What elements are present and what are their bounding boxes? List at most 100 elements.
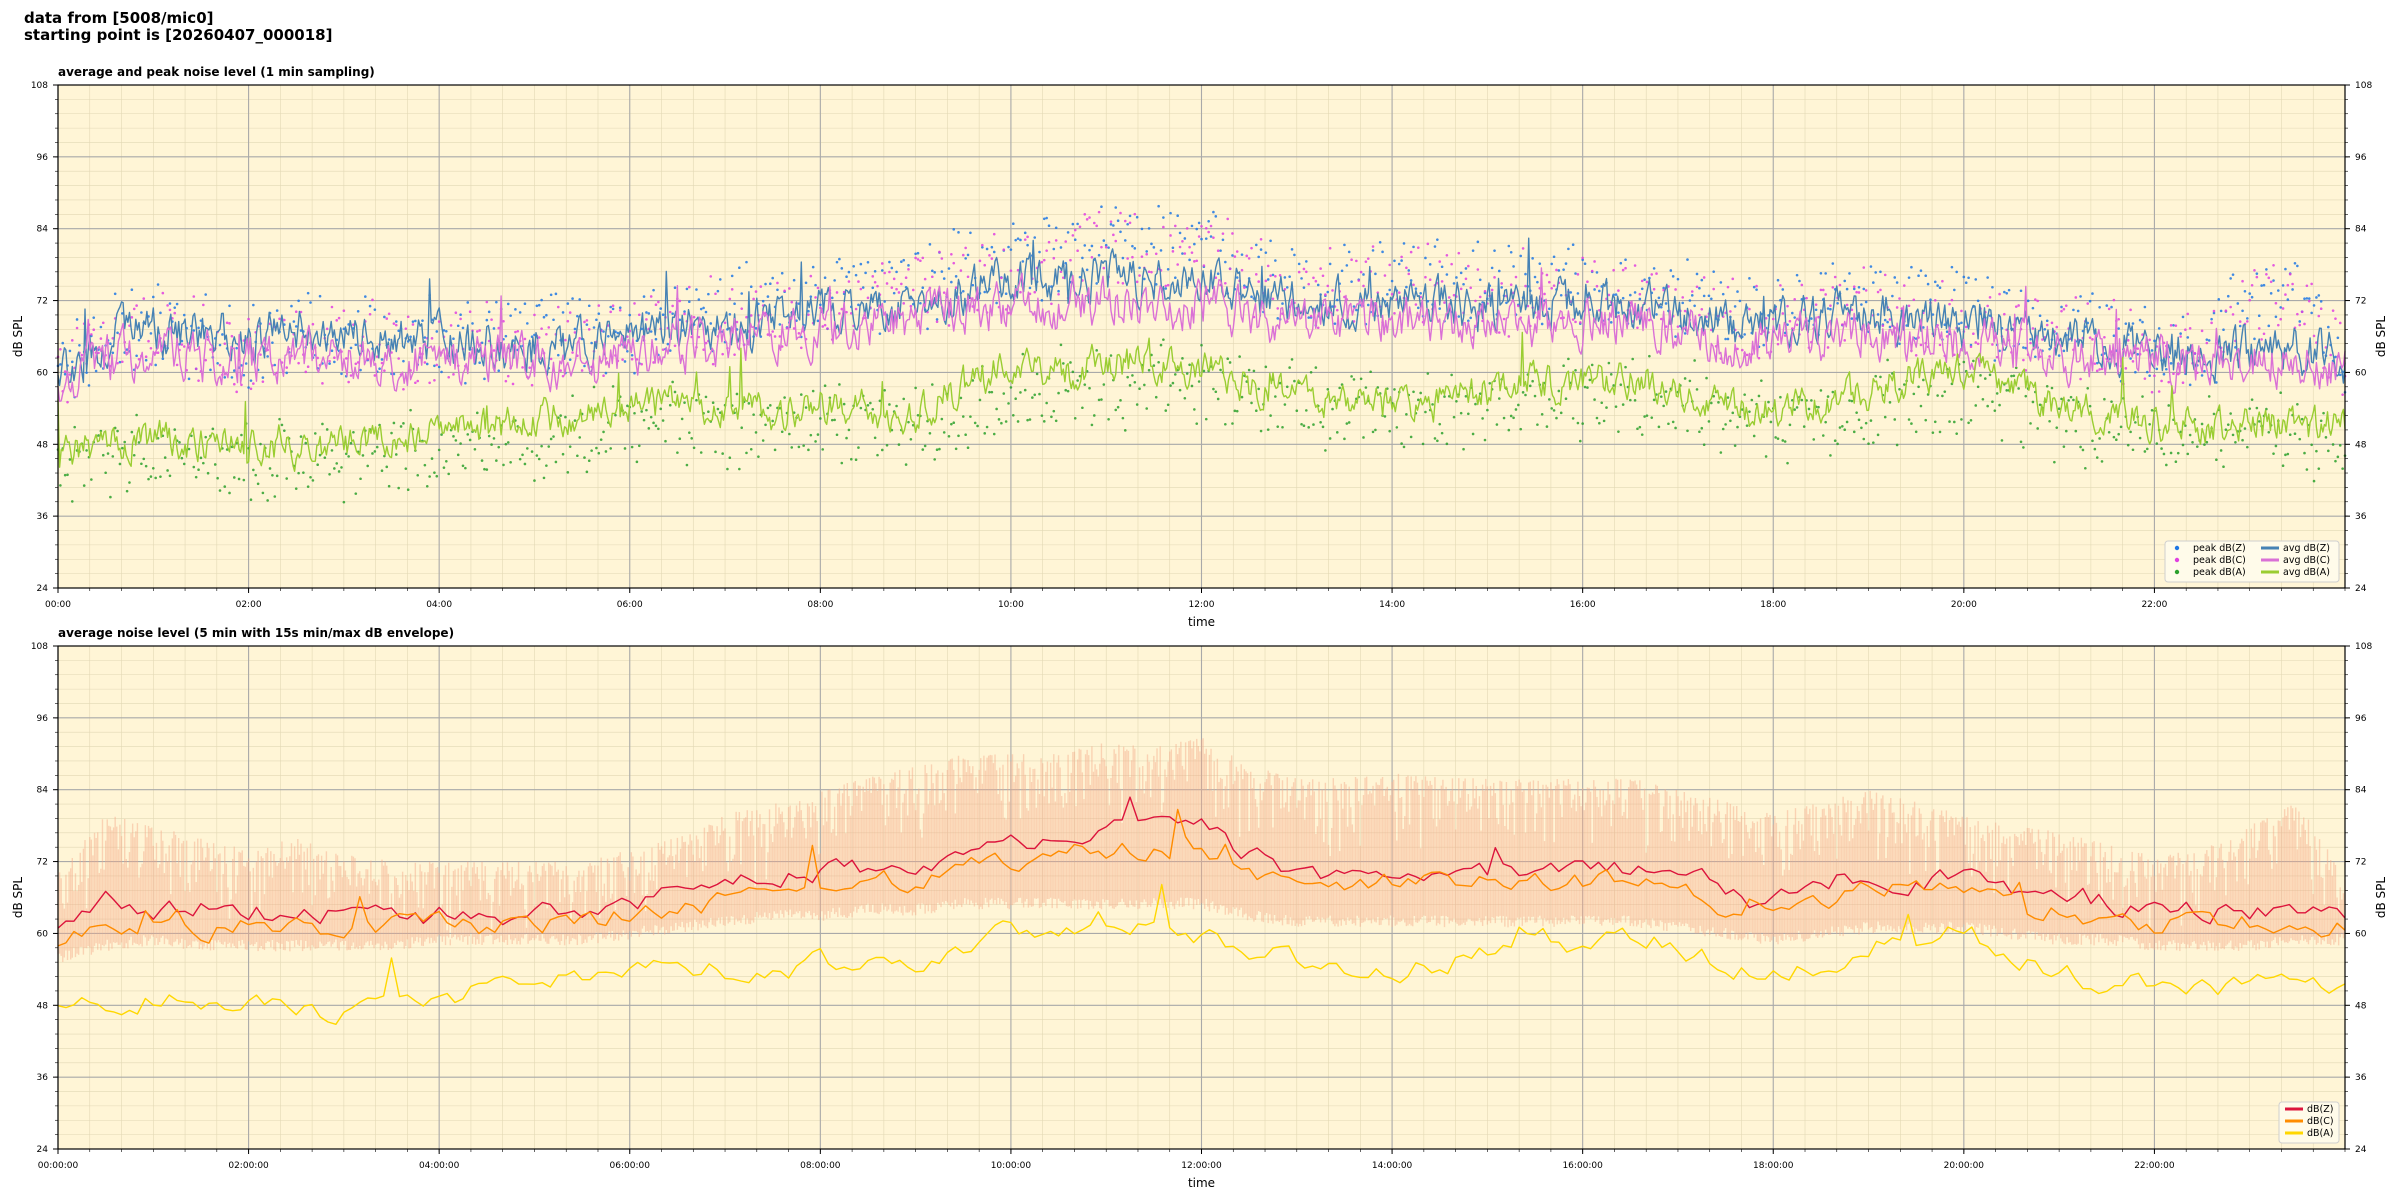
peak-point xyxy=(1995,392,1999,395)
peak-point xyxy=(1171,250,1175,253)
peak-point xyxy=(278,417,281,421)
peak-point xyxy=(1090,423,1094,427)
peak-point xyxy=(2317,467,2321,470)
peak-point xyxy=(1436,439,1439,443)
peak-point xyxy=(1452,293,1456,297)
peak-point xyxy=(1231,232,1234,235)
peak-point xyxy=(640,362,643,366)
peak-point xyxy=(335,462,339,465)
peak-point xyxy=(923,277,927,281)
peak-point xyxy=(2257,314,2261,318)
peak-point xyxy=(392,421,396,425)
peak-point xyxy=(1459,287,1463,291)
peak-point xyxy=(1855,290,1858,294)
peak-point xyxy=(1605,406,1608,409)
peak-point xyxy=(2186,312,2190,316)
peak-point xyxy=(823,384,827,387)
peak-point xyxy=(428,475,431,478)
peak-point xyxy=(707,292,710,296)
peak-point xyxy=(347,380,350,384)
peak-point xyxy=(909,304,913,308)
peak-point xyxy=(2336,336,2340,340)
peak-point xyxy=(1102,266,1106,270)
peak-point xyxy=(1140,255,1144,258)
peak-point xyxy=(657,300,660,304)
peak-point xyxy=(564,415,567,419)
peak-point xyxy=(261,491,265,495)
peak-point xyxy=(333,356,336,360)
peak-point xyxy=(1097,210,1101,214)
peak-point xyxy=(1698,286,1701,290)
peak-point xyxy=(1228,361,1232,364)
peak-point xyxy=(2279,391,2282,394)
peak-point xyxy=(506,302,510,306)
peak-point xyxy=(835,433,839,437)
peak-point xyxy=(795,319,798,322)
peak-point xyxy=(1362,436,1365,439)
peak-point xyxy=(1088,216,1091,219)
peak-point xyxy=(290,304,293,308)
peak-point xyxy=(2105,304,2109,307)
peak-point xyxy=(1000,421,1003,425)
peak-point xyxy=(1176,263,1179,266)
peak-point xyxy=(1850,399,1854,403)
peak-point xyxy=(1128,214,1132,218)
peak-point xyxy=(1590,269,1594,273)
peak-point xyxy=(199,456,203,460)
peak-point xyxy=(2310,282,2313,286)
starting-point-label: starting point is [20260407_000018] xyxy=(24,26,333,44)
peak-point xyxy=(2088,299,2092,303)
peak-point xyxy=(1578,439,1582,443)
peak-point xyxy=(240,433,243,437)
peak-point xyxy=(583,456,586,459)
peak-point xyxy=(461,326,465,330)
peak-point xyxy=(2124,322,2128,325)
peak-point xyxy=(502,319,505,323)
peak-point xyxy=(425,484,429,488)
peak-point xyxy=(2003,312,2006,316)
peak-point xyxy=(1598,421,1601,425)
peak-point xyxy=(475,411,479,415)
peak-point xyxy=(1857,291,1861,294)
peak-point xyxy=(2181,443,2185,447)
peak-point xyxy=(578,298,582,301)
peak-point xyxy=(1095,349,1098,352)
y-tick-label: 108 xyxy=(31,642,48,652)
peak-point xyxy=(2279,306,2282,309)
peak-point xyxy=(2143,450,2147,453)
peak-point xyxy=(1788,423,1792,427)
y-tick-label-right: 96 xyxy=(2355,714,2367,724)
peak-point xyxy=(1948,420,1951,423)
peak-point xyxy=(380,358,384,361)
peak-point xyxy=(697,298,701,301)
peak-point xyxy=(1636,427,1639,431)
peak-point xyxy=(716,407,720,411)
peak-point xyxy=(1145,250,1149,253)
peak-point xyxy=(2286,283,2290,287)
peak-point xyxy=(923,444,927,448)
peak-point xyxy=(1076,379,1079,382)
peak-point xyxy=(2212,309,2216,313)
peak-point xyxy=(892,277,896,281)
peak-point xyxy=(1724,337,1727,341)
peak-point xyxy=(1671,420,1675,424)
peak-point xyxy=(254,473,258,477)
y-tick-label: 72 xyxy=(37,297,48,307)
peak-point xyxy=(1922,378,1925,382)
peak-point xyxy=(2286,452,2290,456)
peak-point xyxy=(873,436,877,440)
peak-point xyxy=(1862,287,1866,291)
peak-point xyxy=(1185,372,1189,375)
peak-point xyxy=(1888,401,1892,404)
peak-point xyxy=(738,467,741,471)
peak-point xyxy=(1983,377,1987,380)
peak-point xyxy=(988,254,991,257)
peak-point xyxy=(830,418,834,422)
peak-point xyxy=(1181,239,1184,243)
peak-point xyxy=(2110,305,2113,309)
peak-point xyxy=(966,446,970,449)
peak-point xyxy=(1917,274,1920,278)
peak-point xyxy=(1895,443,1899,447)
peak-point xyxy=(683,310,686,313)
peak-point xyxy=(223,376,227,379)
